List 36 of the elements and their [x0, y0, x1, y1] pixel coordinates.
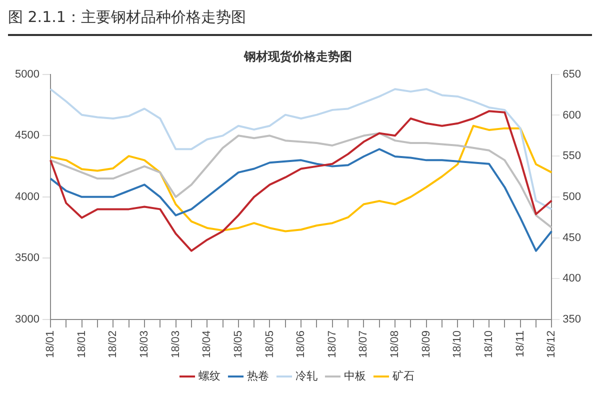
y2-tick-label: 600 — [562, 109, 582, 122]
chart-title: 钢材现货价格走势图 — [243, 49, 352, 64]
x-tick-label: 18/07 — [326, 330, 338, 358]
x-tick-label: 18/01 — [76, 330, 88, 358]
legend-label: 螺纹 — [198, 369, 220, 382]
x-tick-label: 18/03 — [170, 330, 182, 358]
x-tick-label: 18/10 — [483, 330, 496, 358]
x-tick-label: 18/09 — [420, 330, 432, 358]
y2-tick-label: 650 — [562, 68, 582, 80]
x-tick-label: 18/07 — [358, 330, 370, 358]
y2-tick-label: 500 — [562, 190, 582, 203]
legend-label: 热卷 — [246, 369, 269, 382]
x-tick-label: 18/10 — [452, 330, 464, 358]
y2-tick-label: 350 — [562, 314, 582, 326]
y2-tick-label: 450 — [562, 232, 582, 244]
x-tick-label: 18/12 — [546, 330, 558, 358]
x-tick-label: 18/05 — [264, 330, 276, 358]
x-tick-label: 18/06 — [295, 330, 308, 358]
y2-tick-label: 550 — [562, 150, 582, 162]
y-tick-label: 4500 — [14, 130, 40, 142]
y2-tick-label: 400 — [562, 272, 582, 285]
chart-subtitle: 图 2.1.1：主要钢材品种价格走势图 — [8, 8, 592, 36]
x-tick-label: 18/02 — [107, 330, 120, 358]
x-tick-label: 18/04 — [201, 330, 214, 358]
y-tick-label: 3500 — [14, 252, 40, 264]
y-tick-label: 4000 — [14, 190, 40, 203]
x-tick-label: 18/11 — [514, 330, 526, 358]
x-tick-label: 18/05 — [232, 330, 244, 358]
legend-label: 中板 — [344, 369, 366, 382]
y-tick-label: 5000 — [14, 68, 40, 80]
legend-label: 矿石 — [391, 369, 414, 382]
x-tick-label: 18/03 — [138, 330, 150, 358]
legend-label: 冷轧 — [295, 369, 318, 382]
x-tick-label: 18/01 — [44, 330, 56, 358]
x-tick-label: 18/08 — [389, 330, 402, 358]
y-tick-label: 3000 — [14, 314, 40, 326]
